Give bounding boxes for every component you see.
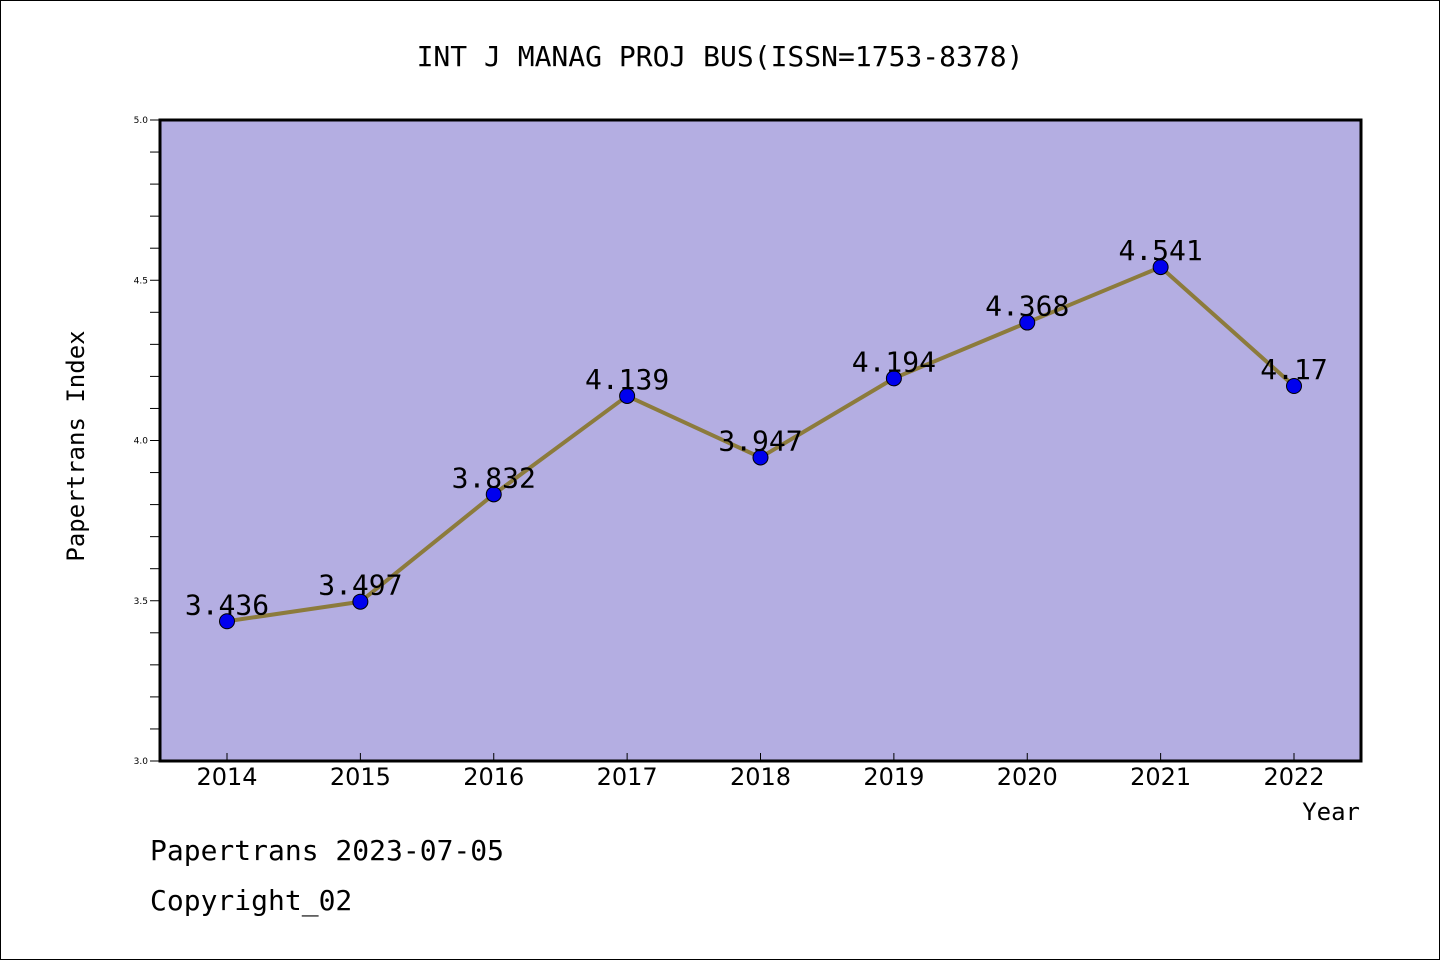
x-axis-ticks: 2014 2015 2016 2017 2018 2019 2020 2021 2022 bbox=[196, 753, 1325, 791]
data-label: 3.832 bbox=[452, 461, 536, 494]
data-label: 4.368 bbox=[985, 290, 1069, 323]
x-tick-label: 2015 bbox=[330, 763, 391, 791]
data-point bbox=[219, 613, 235, 630]
y-axis-label: Papertrans Index bbox=[62, 330, 90, 561]
y-tick-label: 3.5 bbox=[134, 597, 148, 607]
y-tick-label: 4.5 bbox=[134, 276, 148, 286]
x-tick-label: 2020 bbox=[997, 763, 1058, 791]
x-axis-label: Year bbox=[1302, 798, 1360, 826]
data-label: 4.17 bbox=[1260, 353, 1327, 386]
plot-area bbox=[158, 118, 1363, 763]
x-tick-label: 2019 bbox=[863, 763, 924, 791]
y-tick-label: 4.0 bbox=[134, 437, 149, 447]
chart-title: INT J MANAG PROJ BUS(ISSN=1753-8378) bbox=[417, 40, 1024, 73]
footer-copyright: Copyright_02 bbox=[150, 884, 353, 917]
data-label: 3.947 bbox=[718, 424, 802, 457]
data-point bbox=[352, 593, 369, 610]
data-label: 4.139 bbox=[585, 363, 669, 396]
y-tick-label: 5.0 bbox=[134, 116, 149, 126]
x-tick-label: 2016 bbox=[463, 763, 524, 791]
data-label: 4.541 bbox=[1118, 234, 1202, 267]
data-point bbox=[1019, 314, 1036, 331]
data-point bbox=[752, 449, 769, 466]
data-point bbox=[619, 387, 636, 404]
y-axis-ticks: 3.0 3.5 4.0 4.5 5.0 bbox=[134, 116, 160, 767]
series-layer: 3.436 3.497 3.832 4.139 3.947 4.194 4.368 4.541… bbox=[185, 234, 1328, 630]
x-tick-label: 2014 bbox=[196, 763, 257, 791]
footer-date: Papertrans 2023-07-05 bbox=[150, 834, 505, 867]
data-point bbox=[1152, 259, 1169, 276]
x-tick-label: 2022 bbox=[1263, 763, 1324, 791]
data-point bbox=[1286, 378, 1302, 395]
data-label: 3.436 bbox=[185, 588, 269, 621]
data-point bbox=[485, 486, 502, 503]
x-tick-label: 2017 bbox=[597, 763, 658, 791]
data-label: 4.194 bbox=[852, 345, 936, 378]
data-label: 3.497 bbox=[318, 569, 402, 602]
y-tick-label: 3.0 bbox=[134, 757, 149, 767]
x-tick-label: 2021 bbox=[1130, 763, 1191, 791]
x-tick-label: 2018 bbox=[730, 763, 791, 791]
data-point bbox=[885, 370, 902, 387]
